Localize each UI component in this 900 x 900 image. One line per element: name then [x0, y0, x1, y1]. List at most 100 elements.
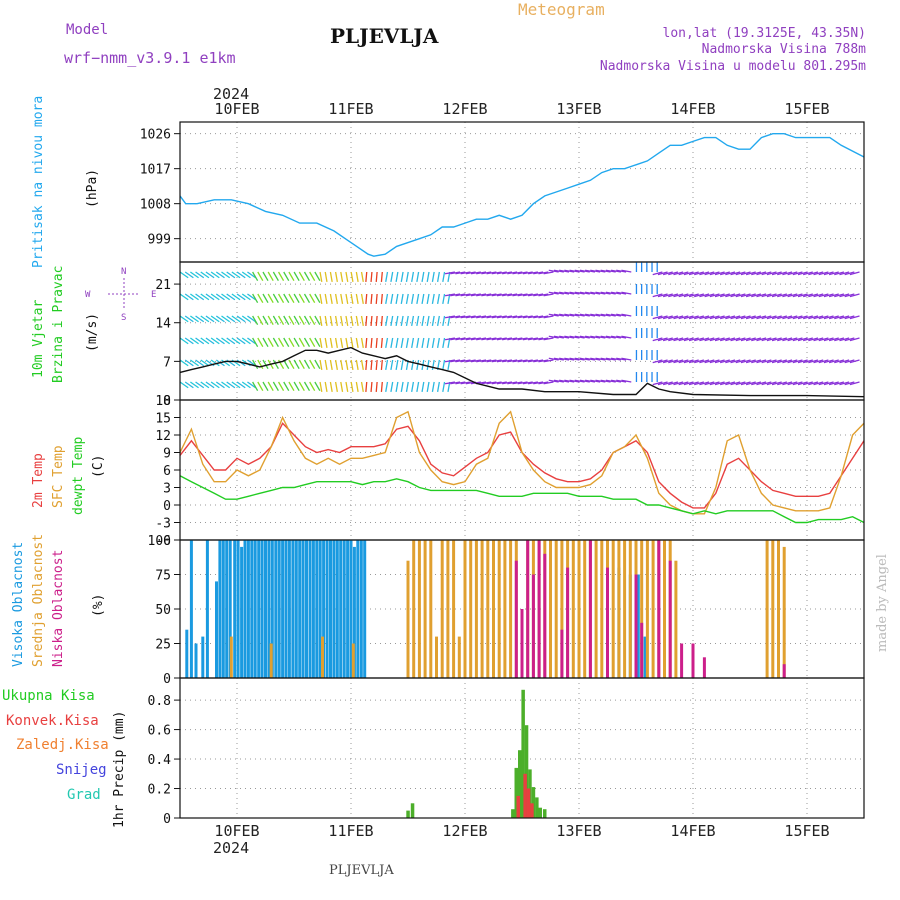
clouds-bar	[588, 540, 592, 678]
wind-barb	[442, 359, 446, 370]
wind-barb	[735, 359, 746, 364]
wind-barb	[324, 359, 328, 370]
wind-unit: (m/s)	[85, 313, 100, 352]
wind-barb	[329, 315, 333, 326]
wind-barb	[828, 315, 839, 320]
wind-barb	[533, 315, 544, 319]
wind-barb	[184, 315, 194, 323]
wind-barb	[370, 293, 373, 305]
wind-barb	[662, 359, 673, 364]
wind-barb	[460, 337, 471, 341]
wind-barb	[683, 381, 694, 386]
wind-barb	[355, 359, 359, 370]
wind-barb	[465, 293, 476, 297]
wind-barb	[579, 291, 590, 295]
wind-barb	[257, 271, 264, 281]
precipitation-bar	[516, 795, 520, 818]
wind-barb	[756, 315, 767, 320]
wind-barb	[210, 381, 220, 389]
wind-barb	[605, 313, 616, 317]
wind-barb	[725, 293, 736, 298]
clouds-bar	[643, 636, 647, 678]
wind-barb	[329, 359, 333, 370]
clouds-bar	[594, 540, 598, 678]
wind-barb	[844, 381, 855, 386]
wind-barb	[745, 315, 756, 320]
wind-barb	[431, 315, 435, 326]
wind-barb	[579, 357, 590, 361]
wind-barb	[683, 337, 694, 342]
wind-barb	[668, 315, 679, 320]
wind-barb	[267, 315, 274, 325]
wind-barb	[735, 337, 746, 342]
clouds-bar	[663, 540, 666, 678]
wind-barb	[787, 359, 798, 364]
wind-barb	[740, 381, 751, 386]
clouds-bar	[457, 636, 461, 678]
wind-barb	[761, 315, 772, 320]
wind-barb	[782, 337, 793, 342]
wind-barb	[694, 315, 705, 320]
wind-barb	[813, 271, 824, 276]
wind-series-line	[179, 346, 865, 398]
wind-barb	[277, 293, 285, 303]
clouds-bar	[531, 574, 535, 678]
wind-barb	[303, 337, 311, 347]
wind-barb	[688, 337, 699, 342]
wind-barb	[309, 293, 316, 303]
wind-barb	[231, 271, 241, 279]
wind-barb	[411, 293, 415, 304]
wind-barb	[444, 337, 456, 341]
wind-barb	[380, 359, 383, 371]
wind-barb	[272, 293, 279, 303]
wind-barb	[600, 357, 611, 361]
wind-barb	[668, 337, 679, 342]
wind-barb	[579, 379, 590, 383]
wind-barb	[823, 271, 834, 276]
wind-barb	[574, 269, 585, 273]
clouds-bar	[225, 540, 229, 678]
wind-title-1: 10m Vjetar	[31, 300, 46, 378]
clouds-bar	[359, 540, 363, 678]
clouds-bar	[486, 540, 490, 678]
wind-barb	[460, 381, 471, 385]
wind-barb	[828, 293, 839, 298]
wind-barb	[345, 271, 349, 282]
wind-barb	[210, 315, 220, 323]
wind-barb	[828, 359, 839, 364]
wind-barb	[262, 337, 269, 347]
wind-barb	[725, 337, 736, 342]
wind-barb	[792, 359, 803, 364]
date-label-top: 13FEB	[556, 100, 601, 118]
wind-barb	[792, 381, 803, 386]
wind-barb	[298, 271, 305, 281]
clouds-bar	[270, 540, 274, 678]
wind-barb	[771, 359, 782, 364]
wind-barb	[179, 293, 189, 301]
wind-barb	[808, 271, 819, 276]
wind-barb	[205, 293, 215, 301]
wind-barb	[411, 315, 415, 326]
model-label: Model	[66, 22, 108, 38]
wind-barb	[283, 293, 290, 303]
wind-barb	[652, 315, 663, 320]
wind-barb	[849, 271, 860, 276]
clouds-bar	[554, 540, 558, 678]
wind-barb	[610, 357, 622, 361]
clouds-ytick-label: 50	[155, 603, 171, 618]
wind-barb	[200, 293, 210, 301]
clouds-bar	[329, 540, 332, 678]
wind-barb	[502, 293, 513, 297]
precip-frz-label: Zaledj.Kisa	[16, 737, 109, 753]
wind-barb	[673, 359, 684, 364]
wind-barb	[416, 359, 420, 370]
wind-barb	[538, 315, 549, 319]
wind-barb	[298, 315, 305, 325]
wind-barb	[431, 359, 435, 370]
wind-barb	[416, 315, 420, 326]
wind-barb	[400, 381, 404, 392]
wind-barb	[719, 337, 730, 342]
wind-barb	[735, 315, 746, 320]
wind-barb	[340, 293, 344, 304]
wind-barb	[390, 293, 394, 304]
